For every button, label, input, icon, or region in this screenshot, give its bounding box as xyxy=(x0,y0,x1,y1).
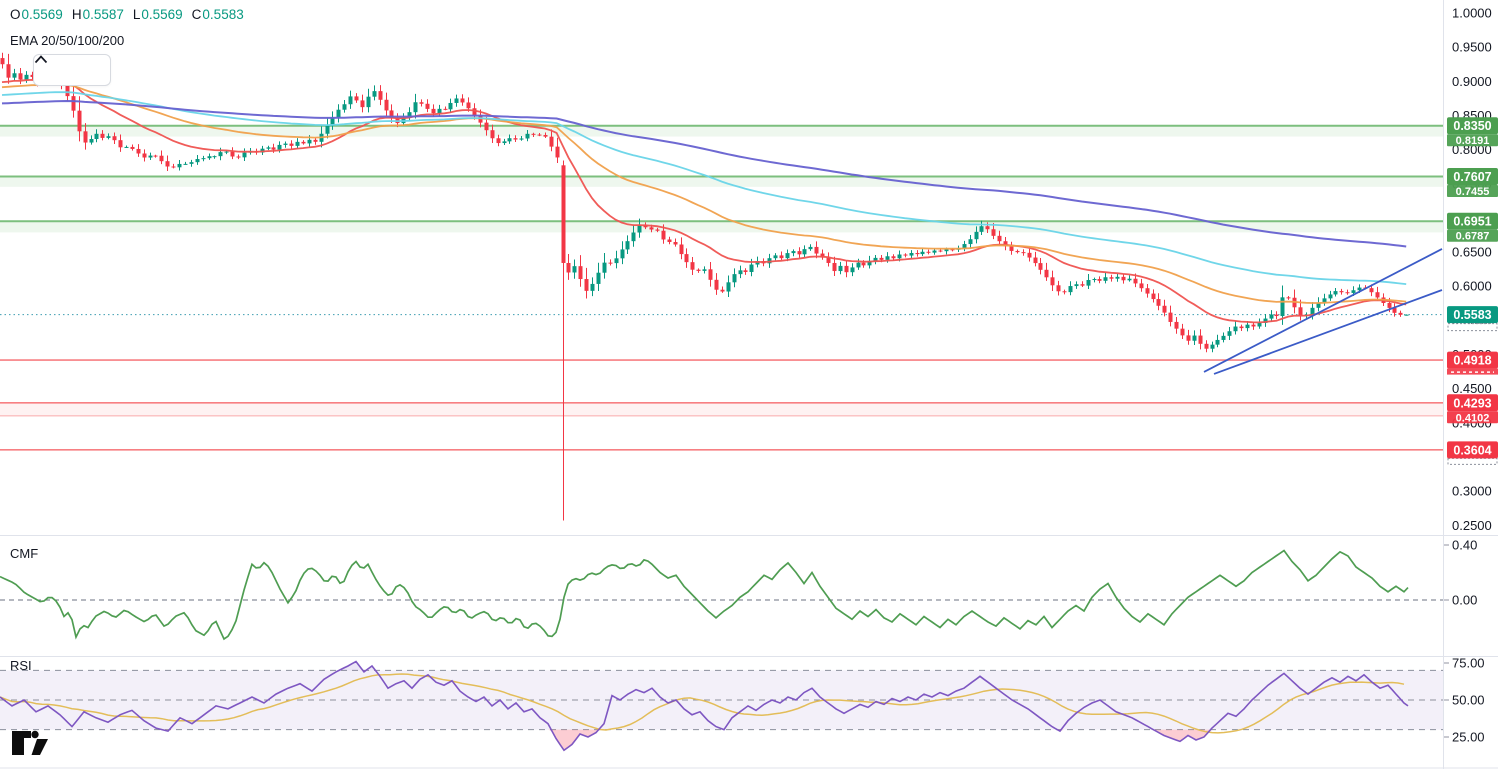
ohlc-legend: O 0.5569 H 0.5587 L 0.5569 C 0.5583 xyxy=(10,7,244,22)
legend-collapse-button[interactable] xyxy=(33,54,111,86)
resistance-badge xyxy=(1447,212,1498,230)
current-price-badge-text: 0.5583 xyxy=(1453,308,1491,322)
axis-tick-label: 0.6000 xyxy=(1452,279,1492,294)
resistance-sub-badge-text: 0.7455 xyxy=(1456,186,1490,198)
axis-tick-label: 0.3000 xyxy=(1452,484,1492,499)
support-badge-text: 0.3604 xyxy=(1453,443,1491,457)
support-zone xyxy=(0,402,1443,416)
ema50-line[interactable] xyxy=(1,83,1407,304)
ema100-line[interactable] xyxy=(1,91,1407,285)
clipped-label-fragment xyxy=(1447,368,1498,375)
axis-tick-label: 0.6500 xyxy=(1452,245,1492,260)
cmf-line[interactable] xyxy=(0,549,1409,641)
support-badge-text: 0.4293 xyxy=(1453,396,1491,410)
trendline-upper[interactable] xyxy=(1203,248,1443,373)
axis-tick-label: 1.0000 xyxy=(1452,6,1492,21)
support-sub-badge-text: 0.4102 xyxy=(1456,412,1490,424)
resistance-sub-badge xyxy=(1447,229,1498,242)
axis-tick-label: 0.9000 xyxy=(1452,74,1492,89)
resistance-badge-text: 0.8350 xyxy=(1453,119,1491,133)
axis-tick-label: 0.9500 xyxy=(1452,40,1492,55)
support-badge xyxy=(1447,351,1498,369)
resistance-sub-badge-text: 0.8191 xyxy=(1456,135,1490,147)
ohlc-low: L 0.5569 xyxy=(132,7,183,22)
rsi-axis-tick: 50.00 xyxy=(1452,693,1485,708)
support-sub-badge xyxy=(1447,411,1498,424)
hidden-countdown-label xyxy=(1447,323,1498,332)
cmf-axis-tick: 0.40 xyxy=(1452,538,1477,553)
current-price-badge xyxy=(1447,306,1498,324)
rsi-axis-tick: 25.00 xyxy=(1452,730,1485,745)
rsi-overbought-fill xyxy=(0,661,1408,671)
cmf-indicator-title[interactable]: CMF xyxy=(10,546,39,561)
rsi-axis-tick: 75.00 xyxy=(1452,656,1485,671)
cmf-axis-tick: 0.00 xyxy=(1452,593,1477,608)
resistance-badge xyxy=(1447,117,1498,135)
ohlc-open: O 0.5569 xyxy=(10,7,63,22)
resistance-badge-text: 0.7607 xyxy=(1453,170,1491,184)
support-badge xyxy=(1447,441,1498,459)
resistance-badge-text: 0.6951 xyxy=(1453,215,1491,229)
support-badge xyxy=(1447,394,1498,412)
clipped-label-fragment xyxy=(1447,457,1498,465)
axis-tick-label: 0.2500 xyxy=(1452,518,1492,533)
rsi-indicator-title[interactable]: RSI xyxy=(10,658,32,673)
resistance-zone xyxy=(0,125,1443,137)
support-badge-text: 0.4918 xyxy=(1453,354,1491,368)
ohlc-close: C 0.5583 xyxy=(191,7,244,22)
chevron-up-icon xyxy=(34,55,48,64)
rsi-line[interactable] xyxy=(0,660,1409,752)
resistance-sub-badge-text: 0.6787 xyxy=(1456,231,1490,243)
axis-tick-label: 0.4500 xyxy=(1452,381,1492,396)
ema200-line[interactable] xyxy=(1,99,1407,248)
resistance-sub-badge xyxy=(1447,184,1498,197)
ema-indicator-title[interactable]: EMA 20/50/100/200 xyxy=(10,33,125,48)
resistance-sub-badge xyxy=(1447,134,1498,147)
resistance-badge xyxy=(1447,167,1498,185)
ema20-line[interactable] xyxy=(1,78,1407,324)
rsi-ma-line[interactable] xyxy=(0,673,1405,734)
ohlc-high: H 0.5587 xyxy=(71,7,124,22)
trendline-lower[interactable] xyxy=(1213,289,1443,375)
tradingview-logo[interactable] xyxy=(10,726,54,758)
resistance-zone xyxy=(0,221,1443,233)
